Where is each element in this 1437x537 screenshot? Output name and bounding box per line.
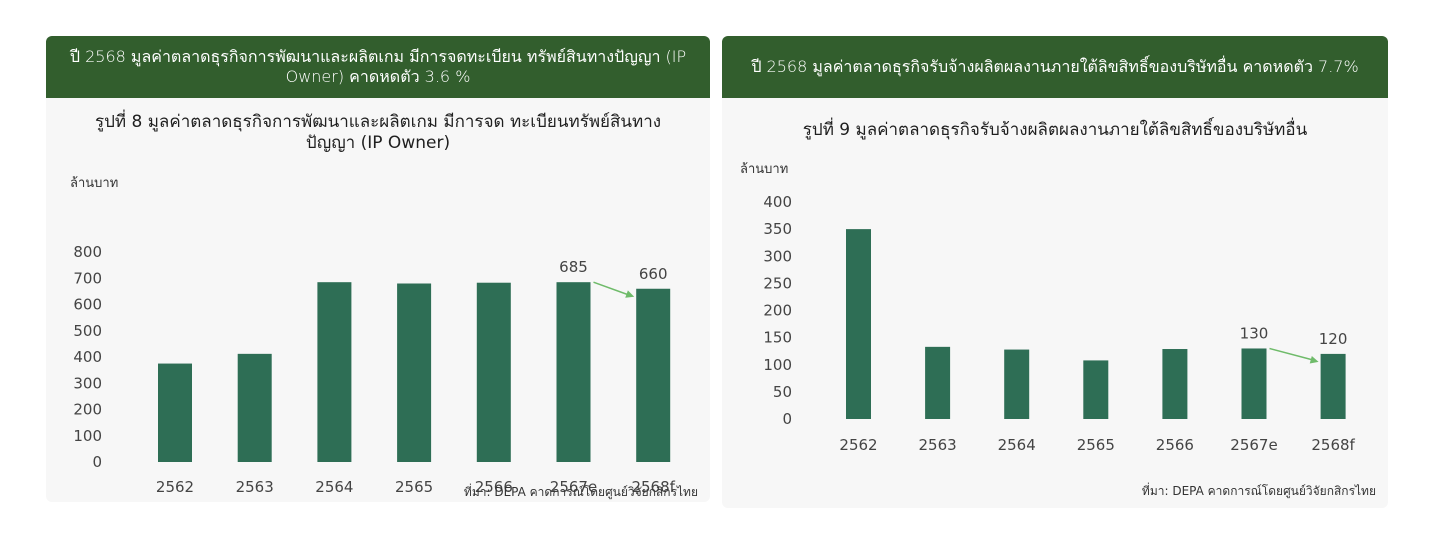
x-tick-label: 2567e [1230,436,1277,454]
y-tick-label: 700 [73,269,102,287]
chart-panel-1: ปี 2568 มูลค่าตลาดธุรกิจการพัฒนาและผลิตเ… [46,36,710,502]
card-top-edge [722,102,1388,118]
x-tick-label: 2568f [1311,436,1355,454]
x-tick-label: 2567e [550,478,597,496]
x-tick-label: 2566 [1156,436,1194,454]
data-label: 130 [1240,324,1269,342]
bar [1241,348,1267,419]
y-tick-label: 200 [73,401,102,419]
y-tick-label: 0 [92,453,102,471]
trend-arrow-head [1309,355,1319,364]
x-tick-label: 2566 [475,478,513,496]
bar [636,288,671,462]
y-tick-label: 350 [763,220,792,238]
y-tick-label: 300 [763,247,792,265]
bar-chart-1: 0 100 200 300 400 500 600 700 800 2562 2563 2564 256… [73,243,675,496]
headline-banner: ปี 2568 มูลค่าตลาดธุรกิจรับจ้างผลิตผลงาน… [722,36,1388,98]
x-tick-label: 2564 [998,436,1036,454]
y-tick-label: 300 [73,374,102,392]
y-tick-label: 100 [763,356,792,374]
x-tick-label: 2563 [919,436,957,454]
bar [158,363,192,462]
bar [1320,353,1346,419]
y-axis-unit-label: ล้านบาท [70,176,119,191]
bar-chart-2: 0 50 100 150 200 250 300 350 400 2562 2563 2564 2565… [763,193,1355,454]
data-label: 685 [559,258,588,276]
y-tick-label: 600 [73,296,102,314]
y-axis-unit-label: ล้านบาท [740,162,789,177]
bar [1004,349,1030,419]
y-tick-label: 50 [773,383,792,401]
headline-banner: ปี 2568 มูลค่าตลาดธุรกิจการพัฒนาและผลิตเ… [46,36,710,98]
y-tick-label: 100 [73,427,102,445]
bar [237,353,272,462]
bar [846,229,871,419]
bar [476,282,511,462]
source-note: ที่มา: DEPA คาดการณ์โดยศูนย์วิจัยกสิกรไท… [1141,484,1376,498]
bar [1162,349,1188,419]
y-tick-label: 200 [763,302,792,320]
y-tick-label: 250 [763,274,792,292]
x-tick-label: 2563 [236,478,274,496]
x-tick-label: 2564 [315,478,353,496]
bar [925,346,951,419]
bar [397,283,432,462]
bar [317,282,352,462]
chart-panel-2: ปี 2568 มูลค่าตลาดธุรกิจรับจ้างผลิตผลงาน… [722,36,1388,508]
data-label: 660 [639,265,668,283]
bar [1083,360,1109,419]
x-tick-label: 2565 [1077,436,1115,454]
x-tick-label: 2568f [631,478,675,496]
trend-arrow-head [625,290,635,298]
x-tick-label: 2562 [156,478,194,496]
chart-title: รูปที่ 8 มูลค่าตลาดธุรกิจการพัฒนาและผลิต… [94,112,662,153]
x-tick-label: 2562 [839,436,877,454]
trend-arrow-line [1269,347,1313,361]
y-tick-label: 150 [763,329,792,347]
y-tick-label: 800 [73,243,102,261]
chart-title: รูปที่ 9 มูลค่าตลาดธุรกิจรับจ้างผลิตผลงา… [802,120,1308,140]
y-tick-label: 500 [73,322,102,340]
y-tick-label: 0 [782,410,792,428]
y-tick-label: 400 [763,193,792,211]
bar [556,282,591,462]
source-note: ที่มา: DEPA คาดการณ์โดยศูนย์วิจัยกสิกรไท… [463,485,698,499]
data-label: 120 [1319,330,1348,348]
y-tick-label: 400 [73,348,102,366]
x-tick-label: 2565 [395,478,433,496]
trend-arrow-line [593,281,629,296]
